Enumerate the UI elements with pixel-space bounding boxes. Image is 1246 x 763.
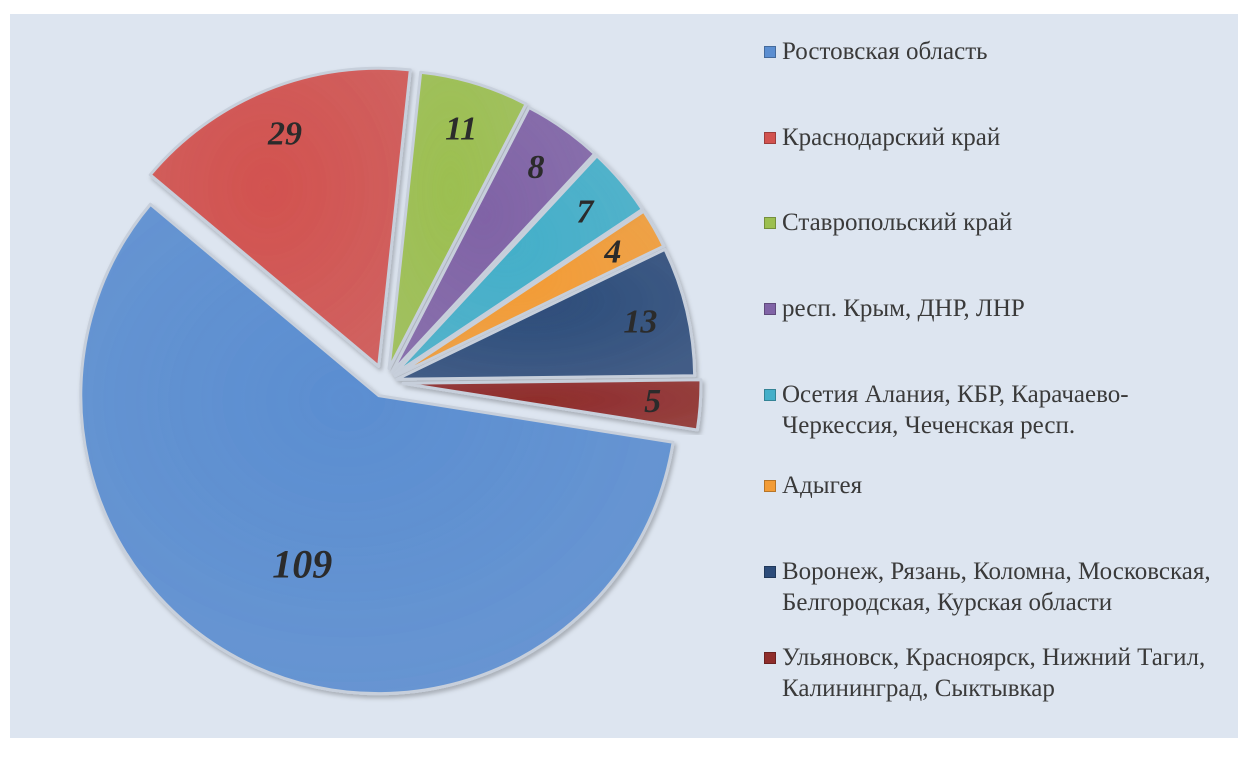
legend-item: Ростовская область: [764, 36, 1239, 67]
data-label: 7: [576, 194, 595, 231]
chart-area: 109 29 11 8 7 4 13 5 Ростовская область Краснода…: [10, 14, 1238, 738]
legend-item: Адыгея: [764, 470, 1239, 501]
legend-item: Краснодарский край: [764, 122, 1239, 153]
legend-label: Краснодарский край: [782, 124, 1001, 151]
legend-item: Ставропольский край: [764, 207, 1239, 238]
legend-swatch: [764, 303, 776, 315]
pie-slice: [387, 70, 528, 371]
pie-slices: [79, 66, 703, 696]
pie-slice: [148, 66, 412, 368]
legend-swatch: [764, 652, 776, 664]
legend-item: респ. Крым, ДНР, ЛНР: [764, 293, 1239, 324]
legend-swatch: [764, 566, 776, 578]
data-label: 13: [623, 303, 657, 340]
pie-slice: [79, 202, 675, 696]
pie-slice: [390, 106, 597, 374]
data-label: 11: [445, 110, 477, 147]
legend-label: респ. Крым, ДНР, ЛНР: [782, 295, 1025, 322]
legend-swatch: [764, 217, 776, 229]
legend-swatch: [764, 480, 776, 492]
legend-swatch: [764, 389, 776, 401]
legend-label: Осетия Алания, КБР, Карачаево-Черкессия,…: [782, 381, 1129, 439]
data-label: 29: [267, 116, 302, 153]
pie-slice: [392, 154, 644, 376]
legend-label: Ростовская область: [782, 38, 988, 65]
data-label: 5: [644, 383, 661, 420]
legend-label: Ставропольский край: [782, 209, 1013, 236]
pie-slice: [393, 209, 666, 378]
data-label: 109: [272, 541, 332, 586]
legend: Ростовская область Краснодарский край Став…: [764, 36, 1244, 736]
legend-swatch: [764, 46, 776, 58]
legend-item: Ульяновск, Красноярск, Нижний Тагил, Кал…: [764, 642, 1239, 704]
pie-slice: [395, 247, 697, 381]
legend-label: Ульяновск, Красноярск, Нижний Тагил, Кал…: [782, 644, 1206, 702]
legend-label: Воронеж, Рязань, Коломна, Московская, Бе…: [782, 558, 1211, 616]
pie-slice: [401, 378, 703, 432]
legend-label: Адыгея: [782, 472, 863, 499]
data-label: 8: [527, 149, 544, 186]
legend-item: Воронеж, Рязань, Коломна, Московская, Бе…: [764, 556, 1239, 618]
legend-swatch: [764, 132, 776, 144]
legend-item: Осетия Алания, КБР, Карачаево-Черкессия,…: [764, 379, 1239, 441]
data-label: 4: [603, 233, 621, 270]
